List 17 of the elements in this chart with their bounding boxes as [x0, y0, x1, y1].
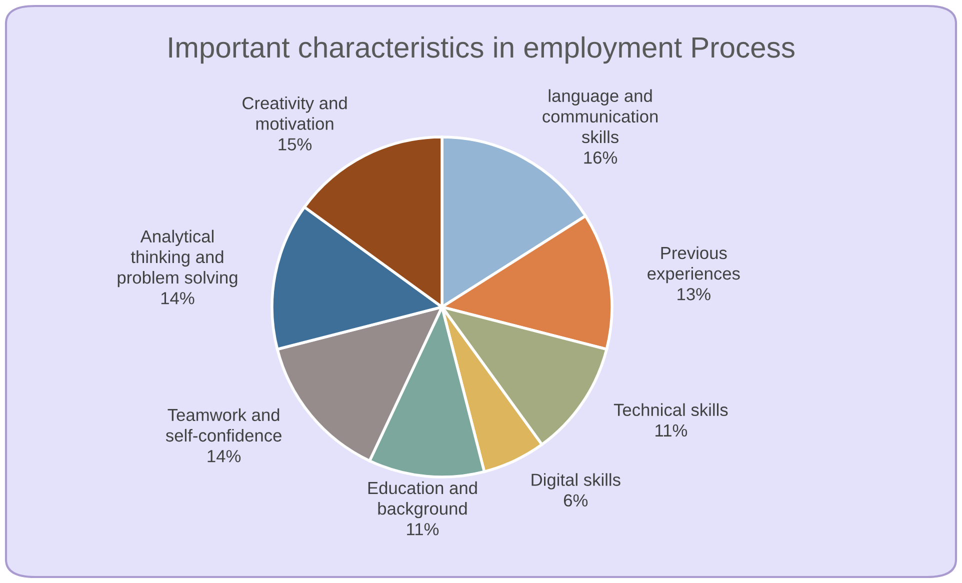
data-label: 11%	[407, 523, 439, 536]
slice-label: language and communication skills	[542, 89, 658, 144]
slice-label: Teamwork and self-confidence	[166, 408, 282, 442]
data-label: 15%	[278, 138, 312, 150]
data-label: 14%	[208, 450, 241, 462]
data-label: 14%	[161, 292, 194, 304]
data-label: 13%	[678, 288, 710, 300]
slice-label: Digital skills	[532, 473, 620, 490]
data-label: 16%	[584, 151, 618, 164]
slice-label: Technical skills	[614, 403, 728, 416]
slice-label: Education and background	[368, 481, 477, 518]
slice-label: Previous experiences	[648, 246, 740, 284]
data-label: 6%	[564, 494, 588, 507]
slice-label: Analytical thinking and problem solving	[118, 230, 238, 288]
chart-title: Important characteristics in employment Process	[169, 36, 794, 64]
slice-label: Creativity and motivation	[242, 96, 347, 130]
data-label: 11%	[656, 424, 688, 437]
